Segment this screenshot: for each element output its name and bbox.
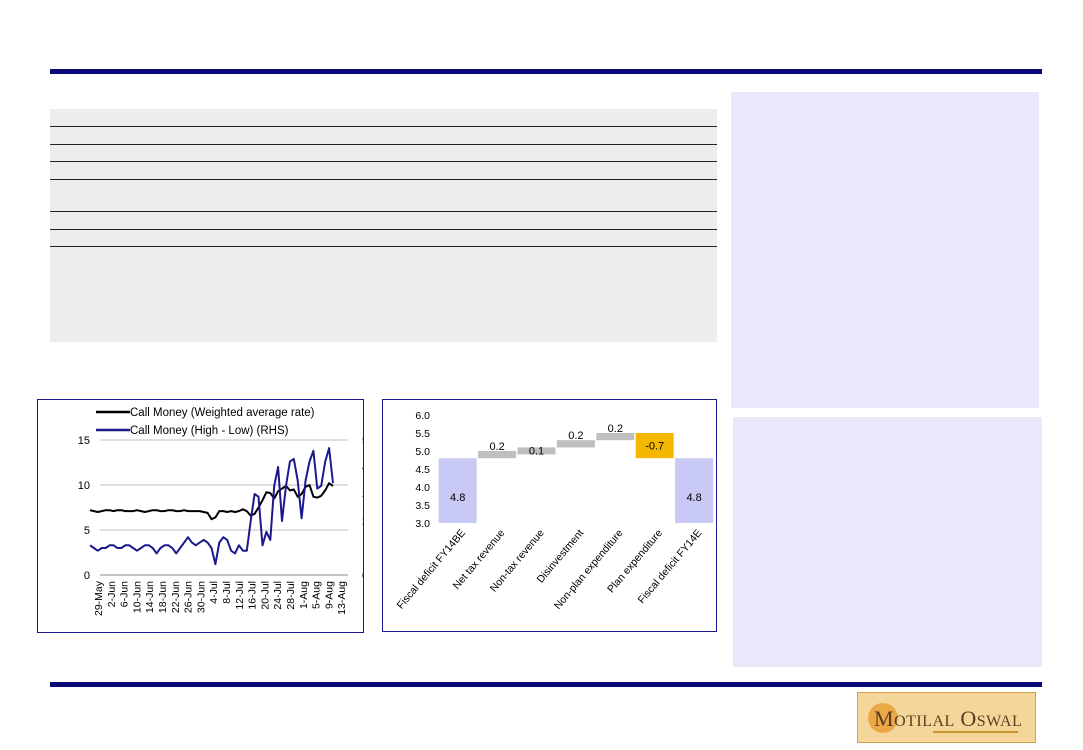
table-rule [50, 229, 717, 230]
y-right-tick-label: 0 [362, 570, 363, 582]
x-tick-label: 20-Jul [259, 581, 271, 610]
y-right-tick-label: 4 [362, 462, 363, 474]
y-tick-label: 6.0 [415, 410, 430, 422]
y-tick-label: 3.5 [415, 500, 430, 512]
y-tick-label: 4.5 [415, 464, 430, 476]
x-tick-label: 18-Jun [157, 581, 169, 613]
waterfall-bar [675, 458, 714, 523]
x-tick-label: 1-Aug [298, 581, 310, 609]
y-right-tick-label: 2 [362, 516, 363, 528]
data-table-panel [50, 109, 717, 342]
x-category-label: Non-plan expenditure [552, 527, 626, 612]
x-tick-label: 5-Aug [311, 581, 323, 609]
waterfall-bar [438, 458, 477, 523]
series-line-high-low [89, 447, 334, 566]
legend-label: Call Money (Weighted average rate) [130, 407, 315, 419]
waterfall-bar [517, 447, 556, 455]
y-left-tick-label: 0 [84, 570, 90, 582]
header-rule [50, 69, 1042, 74]
table-rule [50, 246, 717, 247]
x-tick-label: 26-Jun [183, 581, 195, 613]
series-line-weighted-average [89, 482, 334, 521]
data-label: 0.1 [529, 445, 544, 457]
legend-label: Call Money (High - Low) (RHS) [130, 425, 289, 437]
y-right-tick-label: 3 [362, 489, 363, 501]
y-left-tick-label: 15 [78, 435, 90, 447]
x-tick-label: 8-Jul [221, 581, 233, 604]
y-tick-label: 3.0 [415, 518, 430, 530]
x-tick-label: 10-Jun [131, 581, 143, 613]
commentary-panel-bottom [733, 417, 1042, 667]
x-tick-label: 30-Jun [195, 581, 207, 613]
waterfall-bar [478, 451, 517, 459]
call-money-chart-svg: 0 5 10 15 0 1 2 3 4 5 29-May2-Jun6-Jun10-Jun14-Jun… [78, 407, 363, 616]
table-rule [50, 211, 717, 212]
x-tick-label: 16-Jul [247, 581, 259, 610]
table-rule [50, 161, 717, 162]
waterfall-bar [556, 440, 595, 448]
fiscal-deficit-chart-svg: 3.0 3.5 4.0 4.5 5.0 5.5 6.0 4.8 Fiscal deficit F… [395, 410, 714, 612]
x-category-label: Fiscal deficit FY14BE [395, 527, 468, 611]
y-left-tick-label: 10 [78, 480, 90, 492]
y-right-tick-label: 1 [362, 543, 363, 555]
table-rule [50, 144, 717, 145]
logo-sun-icon [868, 703, 898, 733]
y-tick-label: 5.5 [415, 428, 430, 440]
x-tick-label: 9-Aug [323, 581, 335, 609]
company-logo: MOTILAL OSWAL [857, 692, 1036, 743]
y-tick-label: 4.0 [415, 482, 430, 494]
fiscal-deficit-waterfall-chart: 3.0 3.5 4.0 4.5 5.0 5.5 6.0 4.8 Fiscal deficit F… [382, 399, 717, 632]
logo-swash [933, 731, 1018, 733]
x-tick-label: 14-Jun [144, 581, 156, 613]
x-tick-label: 22-Jun [170, 581, 182, 613]
call-money-chart: 0 5 10 15 0 1 2 3 4 5 29-May2-Jun6-Jun10-Jun14-Jun… [37, 399, 364, 633]
footer-rule [50, 682, 1042, 687]
x-tick-label: 24-Jul [272, 581, 284, 610]
table-rule [50, 126, 717, 127]
logo-wordmark: MOTILAL OSWAL [874, 706, 1023, 731]
x-tick-label: 13-Aug [336, 581, 348, 615]
x-tick-label: 12-Jul [234, 581, 246, 610]
data-label: 4.8 [686, 492, 701, 504]
y-right-tick-label: 5 [362, 435, 363, 447]
data-label: 0.2 [489, 441, 504, 453]
data-label: 0.2 [608, 423, 623, 435]
x-tick-label: 4-Jul [208, 581, 220, 604]
y-left-tick-label: 5 [84, 525, 90, 537]
x-tick-label: 2-Jun [106, 581, 118, 607]
data-label: -0.7 [645, 441, 664, 453]
waterfall-bar [635, 433, 674, 459]
commentary-panel-top [731, 92, 1039, 408]
waterfall-bar [596, 433, 635, 441]
x-tick-label: 29-May [93, 580, 105, 616]
x-tick-label: 6-Jun [119, 581, 131, 607]
data-label: 4.8 [450, 492, 465, 504]
y-tick-label: 5.0 [415, 446, 430, 458]
data-label: 0.2 [568, 430, 583, 442]
x-tick-label: 28-Jul [285, 581, 297, 610]
table-rule [50, 179, 717, 180]
